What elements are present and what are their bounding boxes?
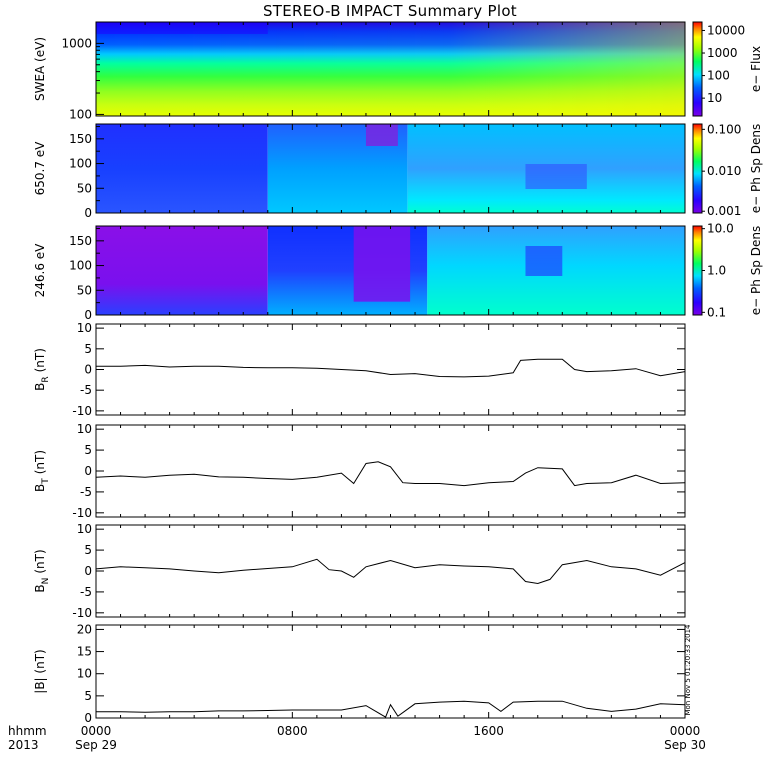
y-tick-label: 0	[84, 711, 92, 725]
colorbar-tick-label: 10	[707, 91, 722, 105]
bt-frame	[95, 424, 686, 518]
pa246-ylabel: 246.6 eV	[33, 243, 47, 298]
br-ylabel-unit: (nT)	[33, 348, 47, 372]
pa246-colorbar	[692, 225, 703, 316]
br-ylabel-sub: R	[41, 376, 51, 382]
br-series-line	[96, 358, 686, 378]
br-ylabel: BR (nT)	[33, 348, 51, 391]
pa650-patch	[365, 124, 398, 146]
br-frame	[95, 323, 686, 416]
colorbar-tick-label: 0.100	[707, 122, 741, 136]
timestamp-label: Mon Nov 5 01:20:33 2014	[684, 624, 692, 716]
pa650-block-a	[96, 124, 268, 213]
y-tick-label: 0	[84, 206, 92, 220]
bmag-series-line	[96, 700, 686, 718]
br-ylabel-main: B	[33, 383, 47, 391]
bt-ylabel-main: B	[33, 484, 47, 492]
colorbar-tick-label: 0.001	[707, 204, 741, 218]
time-tick-label: 1600	[473, 724, 504, 738]
y-tick-label: 0	[84, 363, 92, 377]
pa650-colorbar-label: e− Ph Sp Dens	[749, 124, 763, 213]
pa246-patch	[353, 226, 411, 302]
y-tick-label: 100	[69, 259, 92, 273]
colorbar-tick-label: 10000	[707, 23, 745, 37]
time-tick-label: 0000	[670, 724, 701, 738]
y-tick-label: 0	[84, 564, 92, 578]
y-tick-label: 100	[69, 157, 92, 171]
pa650-ylabel: 650.7 eV	[33, 141, 47, 196]
plot-title: STEREO-B IMPACT Summary Plot	[262, 2, 517, 20]
y-tick-label: 20	[77, 622, 92, 636]
y-tick-label: 150	[69, 132, 92, 146]
y-tick-label: 5	[84, 342, 92, 356]
y-tick-label: 10	[77, 422, 92, 436]
y-tick-label: 5	[84, 689, 92, 703]
y-tick-label: -10	[72, 506, 92, 520]
colorbar-tick-label: 1000	[707, 46, 738, 60]
y-tick-label: 10	[77, 667, 92, 681]
y-tick-label: 100	[69, 107, 92, 121]
bmag-ylabel: |B| (nT)	[33, 649, 47, 693]
colorbar-tick-label: 0.010	[707, 164, 741, 178]
colorbar-tick-label: 100	[707, 69, 730, 83]
bn-ylabel: BN (nT)	[33, 549, 51, 592]
y-tick-label: -5	[80, 585, 92, 599]
time-tick-label: 0800	[277, 724, 308, 738]
pa246-colorbar-label: e− Ph Sp Dens	[749, 226, 763, 315]
pa246-patch-2	[525, 246, 563, 276]
swea-spectrogram	[96, 22, 685, 116]
y-tick-label: 5	[84, 543, 92, 557]
y-tick-label: 10	[77, 321, 92, 335]
bn-series-line	[95, 558, 686, 585]
y-tick-label: -10	[72, 404, 92, 418]
bn-ylabel-main: B	[33, 584, 47, 592]
swea-top-band	[96, 22, 268, 34]
pa246-block-a	[96, 226, 268, 315]
date-tick-label: Sep 30	[664, 738, 706, 752]
y-tick-label: 15	[77, 645, 92, 659]
bt-ylabel-sub: T	[41, 478, 51, 485]
swea-colorbar-label: e− Flux	[749, 46, 763, 92]
y-tick-label: -5	[80, 485, 92, 499]
pa246-spectrogram	[96, 226, 685, 315]
swea-ylabel: SWEA (eV)	[33, 37, 47, 101]
time-tick-label: 0000	[81, 724, 112, 738]
swea-colorbar	[692, 21, 703, 117]
y-tick-label: 10	[77, 522, 92, 536]
date-tick-label: Sep 29	[75, 738, 117, 752]
y-tick-label: 150	[69, 234, 92, 248]
swea-fill-right	[96, 22, 685, 116]
y-tick-label: 50	[77, 181, 92, 195]
bn-frame	[95, 524, 686, 618]
bn-ylabel-unit: (nT)	[33, 549, 47, 573]
year-label: 2013	[8, 738, 39, 752]
y-tick-label: 50	[77, 283, 92, 297]
pa650-spectrogram	[96, 124, 685, 213]
colorbar-tick-label: 10.0	[707, 222, 734, 236]
colorbar-tick-label: 1.0	[707, 264, 726, 278]
y-tick-label: -5	[80, 383, 92, 397]
y-tick-label: 5	[84, 443, 92, 457]
time-row-label: hhmm	[8, 724, 47, 738]
bn-ylabel-sub: N	[41, 578, 51, 585]
colorbar-tick-label: 0.1	[707, 305, 726, 319]
y-tick-label: 0	[84, 464, 92, 478]
y-tick-label: -10	[72, 606, 92, 620]
bt-series-line	[95, 461, 686, 487]
bt-ylabel: BT (nT)	[33, 450, 51, 492]
bt-ylabel-unit: (nT)	[33, 450, 47, 474]
y-tick-label: 1000	[61, 36, 92, 50]
y-tick-label: 0	[84, 308, 92, 322]
pa650-patch-2	[525, 164, 587, 189]
pa650-colorbar	[692, 123, 703, 214]
